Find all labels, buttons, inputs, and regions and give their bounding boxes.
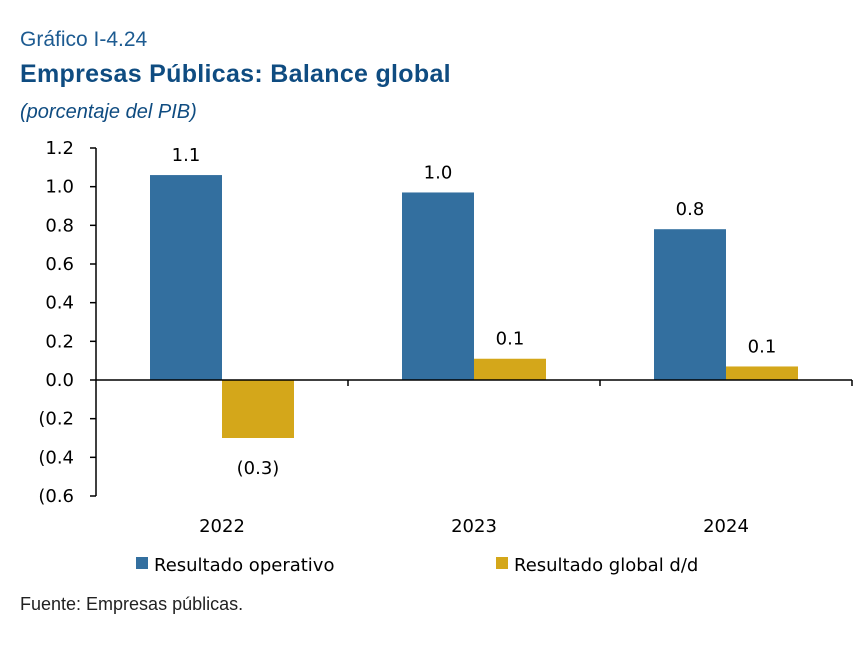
bar-resultado-global-2022 <box>222 380 294 438</box>
data-label: 0.1 <box>496 329 525 350</box>
source-note: Fuente: Empresas públicas. <box>20 594 244 614</box>
legend-label: Resultado operativo <box>154 555 334 576</box>
data-label: 1.1 <box>172 145 201 166</box>
y-tick-label: (0.4 <box>38 447 74 468</box>
y-tick-label: 0.8 <box>45 215 74 236</box>
legend-swatch <box>136 557 148 569</box>
legend-label: Resultado global d/d <box>514 555 698 576</box>
bar-resultado-operativo-2022 <box>150 175 222 380</box>
y-tick-label: 0.2 <box>45 331 74 352</box>
x-tick-label: 2022 <box>199 516 245 537</box>
data-label: (0.3) <box>237 458 280 479</box>
legend-swatch <box>496 557 508 569</box>
x-tick-label: 2023 <box>451 516 497 537</box>
data-label: 0.8 <box>676 199 705 220</box>
chart-title: Empresas Públicas: Balance global <box>20 60 451 88</box>
x-tick-label: 2024 <box>703 516 749 537</box>
y-tick-label: (0.2 <box>38 409 74 430</box>
bar-resultado-global-2024 <box>726 366 798 380</box>
y-tick-label: 1.0 <box>45 177 74 198</box>
y-tick-label: 0.4 <box>45 293 74 314</box>
data-label: 1.0 <box>424 162 453 183</box>
y-tick-label: (0.6 <box>38 486 74 507</box>
data-label: 0.1 <box>748 336 777 357</box>
chart-kicker: Gráfico I-4.24 <box>20 28 148 51</box>
y-tick-label: 0.0 <box>45 370 74 391</box>
bar-resultado-global-2023 <box>474 358 546 380</box>
chart-subtitle: (porcentaje del PIB) <box>20 101 197 123</box>
y-tick-label: 1.2 <box>45 138 74 159</box>
bar-resultado-operativo-2023 <box>402 192 474 380</box>
y-tick-label: 0.6 <box>45 254 74 275</box>
bar-resultado-operativo-2024 <box>654 229 726 380</box>
